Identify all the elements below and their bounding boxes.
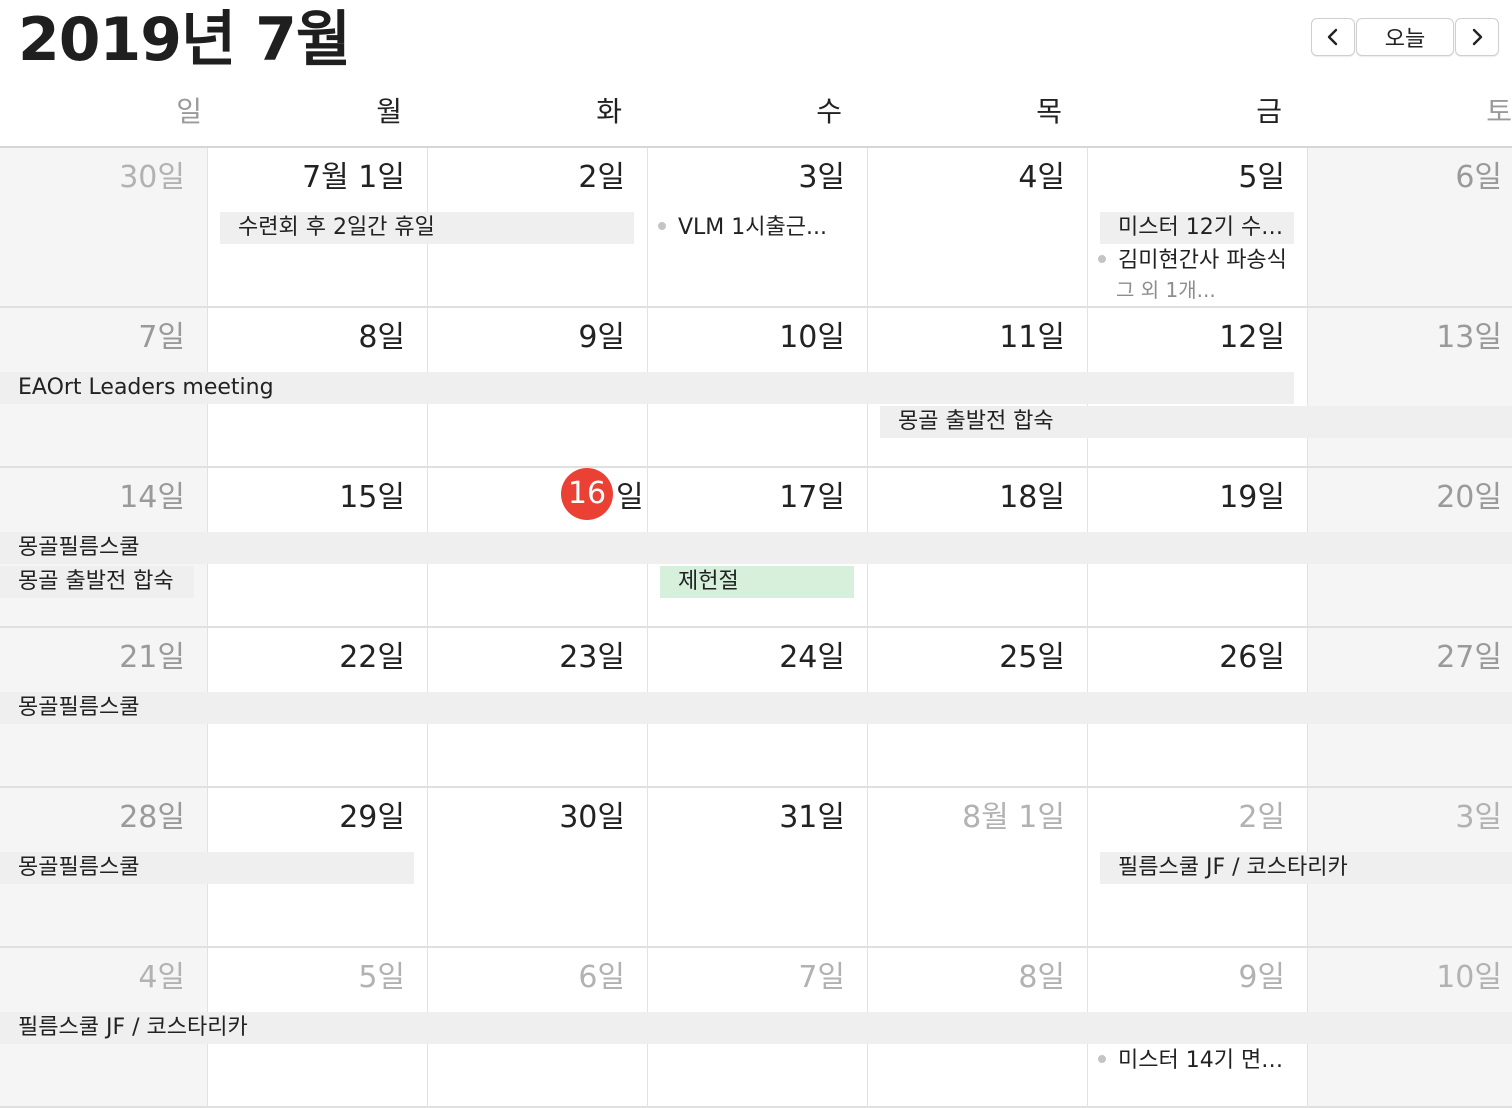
day-number: 14일 — [119, 480, 185, 515]
day-number: 27일 — [1436, 640, 1502, 675]
day-number: 6일 — [578, 960, 625, 995]
event-dot-icon — [658, 222, 666, 230]
day-number: 7일 — [798, 960, 845, 995]
event-dot-icon — [1098, 1055, 1106, 1063]
chevron-right-icon — [1472, 28, 1483, 46]
weekday-mon: 월 — [376, 95, 402, 128]
day-cell[interactable]: 4일 — [868, 148, 1088, 308]
day-number: 20일 — [1436, 480, 1502, 515]
weekday-sat: 토 — [1486, 95, 1512, 128]
weekday-wed: 수 — [816, 95, 842, 128]
weekday-thu: 목 — [1036, 95, 1062, 128]
day-number: 3일 — [1455, 800, 1502, 835]
day-number: 2일 — [1238, 800, 1285, 835]
day-number: 5일 — [358, 960, 405, 995]
weekday-fri: 금 — [1256, 95, 1282, 128]
day-cell[interactable]: 31일 — [648, 788, 868, 948]
day-number: 8일 — [358, 320, 405, 355]
event-bar[interactable]: 몽골필름스쿨 — [0, 532, 1512, 564]
day-number: 8일 — [1018, 960, 1065, 995]
day-cell[interactable]: 6일 — [1308, 148, 1512, 308]
event-title: VLM 1시출근... — [678, 215, 827, 240]
event-item[interactable]: 김미현간사 파송식 — [1098, 245, 1304, 277]
day-cell[interactable]: 3일 — [648, 148, 868, 308]
day-cell[interactable]: 13일 — [1308, 308, 1512, 468]
event-bar[interactable]: 필름스쿨 JF / 코스타리카 — [0, 1012, 1512, 1044]
day-number: 9일 — [1238, 960, 1285, 995]
weekday-header: 일 월 화 수 목 금 토 — [0, 90, 1512, 146]
today-suffix: 일 — [616, 480, 644, 515]
day-number: 7월 1일 — [302, 160, 405, 195]
day-number: 7일 — [138, 320, 185, 355]
event-item[interactable]: VLM 1시출근... — [658, 212, 858, 244]
day-number: 11일 — [999, 320, 1065, 355]
day-number: 12일 — [1219, 320, 1285, 355]
day-number: 10일 — [779, 320, 845, 355]
day-number: 29일 — [339, 800, 405, 835]
today-marker: 16 — [561, 468, 613, 520]
month-grid: 30일 7월 1일 2일 3일 4일 5일 6일 7일 8일 9일 10일 11… — [0, 148, 1512, 1108]
weekday-sun: 일 — [176, 95, 202, 128]
day-number: 26일 — [1219, 640, 1285, 675]
day-number: 6일 — [1455, 160, 1502, 195]
chevron-left-icon — [1327, 28, 1338, 46]
event-bar[interactable]: 미스터 12기 수… — [1100, 212, 1294, 244]
event-bar[interactable]: 몽골필름스쿨 — [0, 692, 1512, 724]
today-button[interactable]: 오늘 — [1356, 18, 1454, 56]
header-divider — [0, 146, 1512, 148]
day-number: 10일 — [1436, 960, 1502, 995]
day-cell[interactable]: 30일 — [0, 148, 208, 308]
event-bar[interactable]: 수련회 후 2일간 휴일 — [220, 212, 634, 244]
day-number: 3일 — [798, 160, 845, 195]
day-cell[interactable]: 8월 1일 — [868, 788, 1088, 948]
day-number: 24일 — [779, 640, 845, 675]
day-number: 30일 — [119, 160, 185, 195]
day-number: 5일 — [1238, 160, 1285, 195]
day-number: 15일 — [339, 480, 405, 515]
day-number: 2일 — [578, 160, 625, 195]
more-events-link[interactable]: 그 외 1개... — [1116, 278, 1216, 302]
event-bar[interactable]: 몽골 출발전 합숙 — [880, 406, 1512, 438]
event-dot-icon — [1098, 255, 1106, 263]
next-month-button[interactable] — [1455, 18, 1499, 56]
day-number: 13일 — [1436, 320, 1502, 355]
day-number: 25일 — [999, 640, 1065, 675]
event-bar[interactable]: 필름스쿨 JF / 코스타리카 — [1100, 852, 1512, 884]
day-number: 19일 — [1219, 480, 1285, 515]
event-bar[interactable]: 몽골필름스쿨 — [0, 852, 414, 884]
event-title: 김미현간사 파송식 — [1118, 248, 1287, 273]
day-cell[interactable]: 30일 — [428, 788, 648, 948]
day-number: 4일 — [1018, 160, 1065, 195]
day-number: 17일 — [779, 480, 845, 515]
event-title: 미스터 14기 면… — [1118, 1048, 1284, 1073]
event-bar[interactable]: 몽골 출발전 합숙 — [0, 566, 194, 598]
holiday-event-bar[interactable]: 제헌절 — [660, 566, 854, 598]
day-number: 18일 — [999, 480, 1065, 515]
page-title: 2019년 7월 — [18, 5, 351, 75]
event-bar[interactable]: EAOrt Leaders meeting — [0, 372, 1294, 404]
event-item[interactable]: 미스터 14기 면… — [1098, 1045, 1304, 1077]
day-number: 23일 — [559, 640, 625, 675]
day-number: 8월 1일 — [962, 800, 1065, 835]
previous-month-button[interactable] — [1311, 18, 1355, 56]
day-number: 31일 — [779, 800, 845, 835]
day-number: 28일 — [119, 800, 185, 835]
day-number: 9일 — [578, 320, 625, 355]
day-number: 4일 — [138, 960, 185, 995]
day-number: 22일 — [339, 640, 405, 675]
day-number: 30일 — [559, 800, 625, 835]
weekday-tue: 화 — [596, 95, 622, 128]
day-number: 21일 — [119, 640, 185, 675]
